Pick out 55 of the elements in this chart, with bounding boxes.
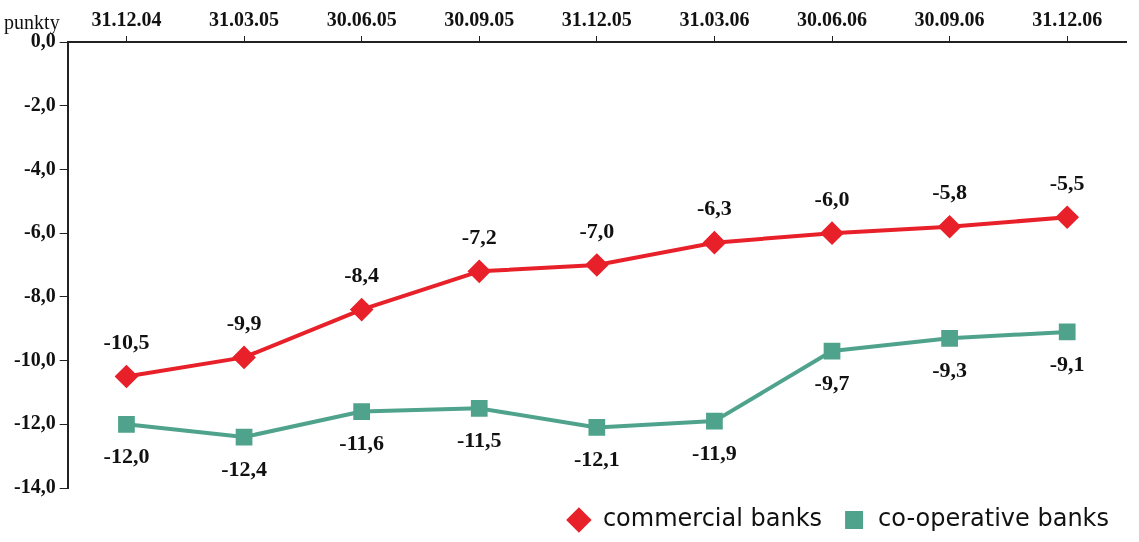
x-tick-label: 31.12.06 <box>1032 8 1103 31</box>
data-label: -9,7 <box>814 369 850 395</box>
x-tick-label: 31.03.06 <box>679 8 750 31</box>
data-label: -5,5 <box>1049 169 1085 195</box>
point <box>350 298 373 321</box>
data-label: -7,0 <box>579 217 615 243</box>
data-label: -9,3 <box>932 356 968 382</box>
legend-label: commercial banks <box>602 504 823 533</box>
data-label: -6,0 <box>814 185 850 211</box>
x-tick-label: 30.06.05 <box>326 8 397 31</box>
y-tick-label: -12,0 <box>13 411 56 434</box>
data-label: -9,1 <box>1049 350 1085 376</box>
point <box>468 260 491 283</box>
data-label: -7,2 <box>461 224 497 250</box>
y-tick-label: -2,0 <box>23 92 56 115</box>
point <box>235 428 253 446</box>
x-tick-label: 30.09.06 <box>914 8 985 31</box>
point <box>353 403 371 420</box>
point <box>585 254 608 276</box>
data-label: -12,1 <box>573 446 620 472</box>
data-label: -8,4 <box>344 262 380 288</box>
data-label: -11,9 <box>692 439 737 465</box>
y-axis-title: punkty <box>4 11 60 35</box>
data-label: -12,4 <box>221 455 267 481</box>
legend-label: co-operative banks <box>878 504 1109 533</box>
point <box>233 346 256 369</box>
point <box>115 365 138 388</box>
x-tick-label: 30.09.05 <box>444 8 515 31</box>
point <box>1056 206 1079 229</box>
data-label: -5,8 <box>932 179 968 205</box>
data-label: -9,9 <box>226 310 262 336</box>
y-tick-label: -14,0 <box>13 475 56 498</box>
point <box>941 329 958 347</box>
point <box>470 399 488 417</box>
y-tick-label: -4,0 <box>23 156 56 179</box>
point <box>938 215 961 238</box>
y-tick-label: -6,0 <box>23 220 56 243</box>
data-label: -11,6 <box>339 430 384 456</box>
data-label: -11,5 <box>456 427 502 453</box>
point <box>703 231 726 254</box>
data-label: -10,5 <box>103 329 150 355</box>
y-tick-label: -8,0 <box>23 284 56 307</box>
point <box>823 342 841 360</box>
point <box>118 415 135 433</box>
point <box>821 222 844 245</box>
x-tick-label: 31.03.05 <box>209 8 280 31</box>
data-label: -12,0 <box>103 442 150 468</box>
point <box>706 412 723 430</box>
y-tick-label: -10,0 <box>13 347 56 370</box>
point <box>1058 323 1076 341</box>
point <box>588 419 606 436</box>
x-tick-label: 31.12.05 <box>561 8 632 31</box>
x-tick-label: 30.06.06 <box>797 8 868 31</box>
x-tick-label: 31.12.04 <box>91 8 162 31</box>
data-label: -6,3 <box>697 195 732 221</box>
